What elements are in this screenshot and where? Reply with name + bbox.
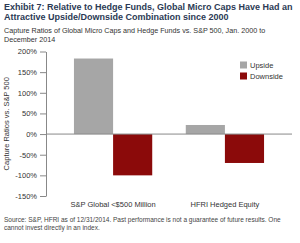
legend-label: Upside xyxy=(250,61,273,70)
text-line: Exhibit 7: Relative to Hedge Funds, Glob… xyxy=(4,2,293,12)
x-tick-label: HFRI Hedged Equity xyxy=(191,200,260,209)
y-axis-title: Capture Ratios vs. S&P 500 xyxy=(2,77,11,170)
baseline xyxy=(46,134,292,135)
y-tick-mark xyxy=(40,72,46,73)
chart: Exhibit 7: Relative to Hedge Funds, Glob… xyxy=(0,0,300,243)
legend-item: Upside xyxy=(240,61,273,70)
y-tick-mark xyxy=(40,175,46,176)
y-tick-label: 150% xyxy=(18,68,38,77)
y-tick-label: -50% xyxy=(19,151,37,160)
y-tick-mark xyxy=(40,134,46,135)
y-tick: 50% xyxy=(22,109,46,118)
bar xyxy=(74,59,113,135)
text-line: Source: S&P, HFRI as of 12/31/2014. Past… xyxy=(4,216,281,224)
y-axis: -150% -100% -50% 0% 50% 100% 150% 200% xyxy=(15,47,46,201)
title: Exhibit 7: Relative to Hedge Funds, Glob… xyxy=(4,2,293,22)
y-axis-line xyxy=(46,52,47,197)
y-tick: 200% xyxy=(18,47,46,56)
y-tick-mark xyxy=(40,52,46,53)
legend-label: Downside xyxy=(250,72,283,81)
y-tick-label: -150% xyxy=(15,192,37,201)
y-tick: -50% xyxy=(19,151,46,160)
y-tick-label: 0% xyxy=(26,130,37,139)
y-tick-label: -100% xyxy=(15,171,37,180)
bar xyxy=(113,134,152,175)
bar xyxy=(186,125,225,134)
y-tick: 150% xyxy=(18,68,46,77)
y-tick-label: 200% xyxy=(18,47,38,56)
y-tick-mark xyxy=(40,196,46,197)
y-tick: 100% xyxy=(18,89,46,98)
legend: Upside Downside xyxy=(240,61,283,81)
x-axis: S&P Global <$500 Million HFRI Hedged Equi… xyxy=(71,200,260,209)
legend-swatch xyxy=(240,73,247,80)
y-tick: -150% xyxy=(15,192,46,201)
bars xyxy=(74,59,264,176)
x-tick-label: S&P Global <$500 Million xyxy=(71,200,156,209)
y-tick-label: 100% xyxy=(18,89,38,98)
y-tick-mark xyxy=(40,155,46,156)
y-tick-label: 50% xyxy=(22,109,37,118)
text-line: December 2014 xyxy=(4,35,55,44)
y-tick: 0% xyxy=(26,130,46,139)
y-tick: -100% xyxy=(15,171,46,180)
y-tick-mark xyxy=(40,93,46,94)
y-tick-mark xyxy=(40,113,46,114)
legend-swatch xyxy=(240,62,247,69)
text-line: cannot invest directly in an index. xyxy=(4,224,100,232)
legend-item: Downside xyxy=(240,72,283,81)
bar xyxy=(225,134,264,163)
source: Source: S&P, HFRI as of 12/31/2014. Past… xyxy=(4,216,281,232)
text-line: Attractive Upside/Downside Combination s… xyxy=(4,12,229,22)
subtitle: Capture Ratios of Global Micro Caps and … xyxy=(4,26,265,44)
